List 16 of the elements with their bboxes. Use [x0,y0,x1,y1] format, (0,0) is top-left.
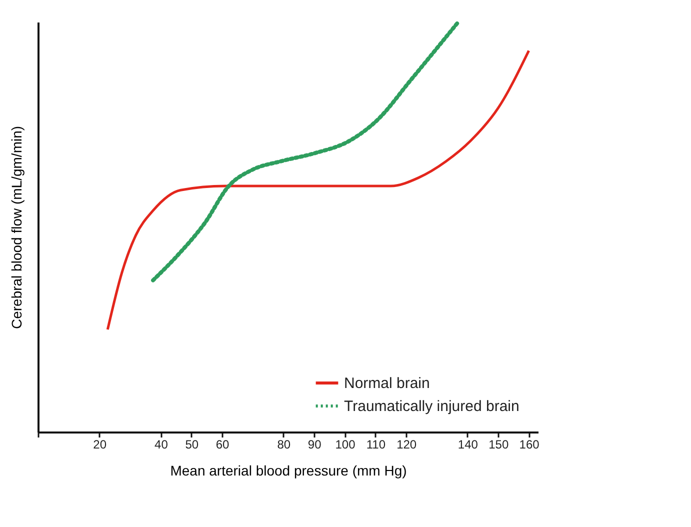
legend-label: Normal brain [344,375,430,392]
x-tick-label: 120 [396,438,417,452]
x-axis-title: Mean arterial blood pressure (mm Hg) [170,462,407,478]
x-tick-label: 50 [185,438,199,452]
x-tick-label: 60 [216,438,230,452]
x-tick-label: 20 [93,438,107,452]
x-tick-label: 140 [458,438,478,452]
x-tick-label: 110 [366,438,386,452]
x-tick-label: 160 [519,438,540,452]
legend-label: Traumatically injured brain [344,398,520,415]
x-tick-label: 80 [277,438,291,452]
x-tick-label: 90 [308,438,322,452]
x-tick-label: 40 [154,438,168,452]
y-axis-title: Cerebral blood flow (mL/gm/min) [8,126,24,330]
x-tick-label: 150 [488,438,509,452]
x-tick-label: 100 [335,438,356,452]
